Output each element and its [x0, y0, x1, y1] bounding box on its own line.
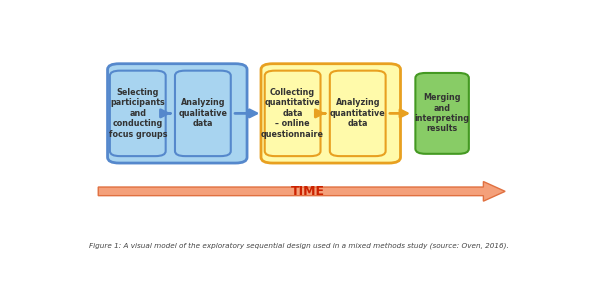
- Text: Selecting
participants
and
conducting
focus groups: Selecting participants and conducting fo…: [109, 88, 167, 139]
- Text: Collecting
quantitative
data
– online
questionnaire: Collecting quantitative data – online qu…: [261, 88, 324, 139]
- FancyBboxPatch shape: [175, 70, 231, 156]
- Text: Analyzing
qualitative
data: Analyzing qualitative data: [178, 98, 227, 128]
- FancyBboxPatch shape: [107, 64, 247, 163]
- FancyBboxPatch shape: [265, 70, 320, 156]
- Text: Analyzing
quantitative
data: Analyzing quantitative data: [330, 98, 386, 128]
- Text: TIME: TIME: [290, 185, 325, 198]
- FancyBboxPatch shape: [110, 70, 166, 156]
- FancyBboxPatch shape: [330, 70, 386, 156]
- Polygon shape: [98, 182, 505, 201]
- FancyBboxPatch shape: [415, 73, 469, 154]
- FancyBboxPatch shape: [261, 64, 401, 163]
- Text: Figure 1: A visual model of the exploratory sequential design used in a mixed me: Figure 1: A visual model of the explorat…: [89, 242, 509, 248]
- Text: Merging
and
interpreting
results: Merging and interpreting results: [415, 93, 470, 134]
